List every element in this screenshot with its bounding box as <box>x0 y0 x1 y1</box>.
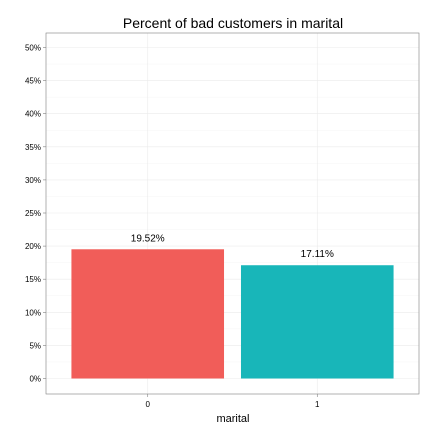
data-labels: 19.52% 17.11% <box>131 233 334 260</box>
x-tick-label: 1 <box>315 400 320 409</box>
y-tick-label: 30% <box>25 176 41 185</box>
data-label-1: 17.11% <box>301 249 334 260</box>
y-tick-label: 15% <box>25 275 41 284</box>
y-axis: 0% 5% 10% 15% 20% 25% 30% 35% 40% 45% 50% <box>25 44 46 384</box>
y-tick-label: 10% <box>25 308 41 317</box>
y-tick-label: 50% <box>25 44 41 53</box>
y-tick-label: 5% <box>29 341 41 350</box>
bar-0 <box>71 249 225 379</box>
plot-panel <box>45 32 420 395</box>
bar-1 <box>240 265 394 379</box>
bars <box>71 249 394 379</box>
y-tick-label: 45% <box>25 77 41 86</box>
chart-title: Percent of bad customers in marital <box>123 15 343 31</box>
x-tick-label: 0 <box>146 400 151 409</box>
y-tick-label: 25% <box>25 209 41 218</box>
y-tick-label: 40% <box>25 110 41 119</box>
y-tick-label: 0% <box>29 375 41 384</box>
data-label-0: 19.52% <box>131 233 165 244</box>
x-axis-title: marital <box>216 413 249 425</box>
y-tick-label: 20% <box>25 242 41 251</box>
y-tick-label: 35% <box>25 143 41 152</box>
